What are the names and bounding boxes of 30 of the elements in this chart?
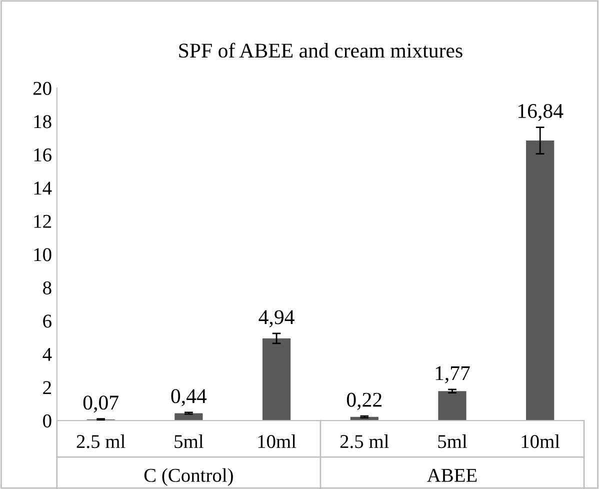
x-tick-label: 5ml	[174, 434, 204, 448]
y-tick-label: 8	[43, 281, 52, 294]
bar	[526, 140, 554, 421]
y-tick-label: 18	[34, 115, 52, 128]
y-tick-label: 16	[34, 148, 52, 162]
y-tick-label: 14	[34, 182, 52, 195]
bar	[262, 338, 291, 421]
y-tick-label: 0	[43, 414, 52, 428]
data-label: 1,77	[436, 366, 470, 384]
text: ABEE	[427, 468, 477, 482]
data-label: 0,44	[171, 389, 207, 406]
x-tick-label: 10ml	[522, 434, 560, 448]
x-tick-label: 2.5 ml	[340, 434, 389, 448]
y-tick-label: 4	[42, 348, 52, 361]
y-tick-label: 2	[43, 381, 51, 394]
data-label: 16,84	[518, 104, 564, 122]
y-tick-label: 10	[34, 248, 52, 262]
y-tick-label: 6	[43, 314, 52, 328]
bar	[174, 413, 203, 421]
y-tick-label: 12	[34, 214, 51, 228]
y-tick-label: 20	[33, 82, 52, 95]
text: C (Control)	[144, 468, 233, 486]
data-label: 4,94	[258, 310, 294, 328]
data-label: 0,22	[346, 392, 382, 410]
bar	[438, 391, 466, 421]
chart-title: SPF of ABEE and cream mixtures	[179, 42, 462, 58]
data-label: 0,07	[83, 396, 118, 413]
x-tick-label: 5ml	[438, 434, 467, 448]
x-tick-label: 10ml	[258, 434, 296, 448]
x-tick-label: 2.5 ml	[76, 434, 126, 448]
